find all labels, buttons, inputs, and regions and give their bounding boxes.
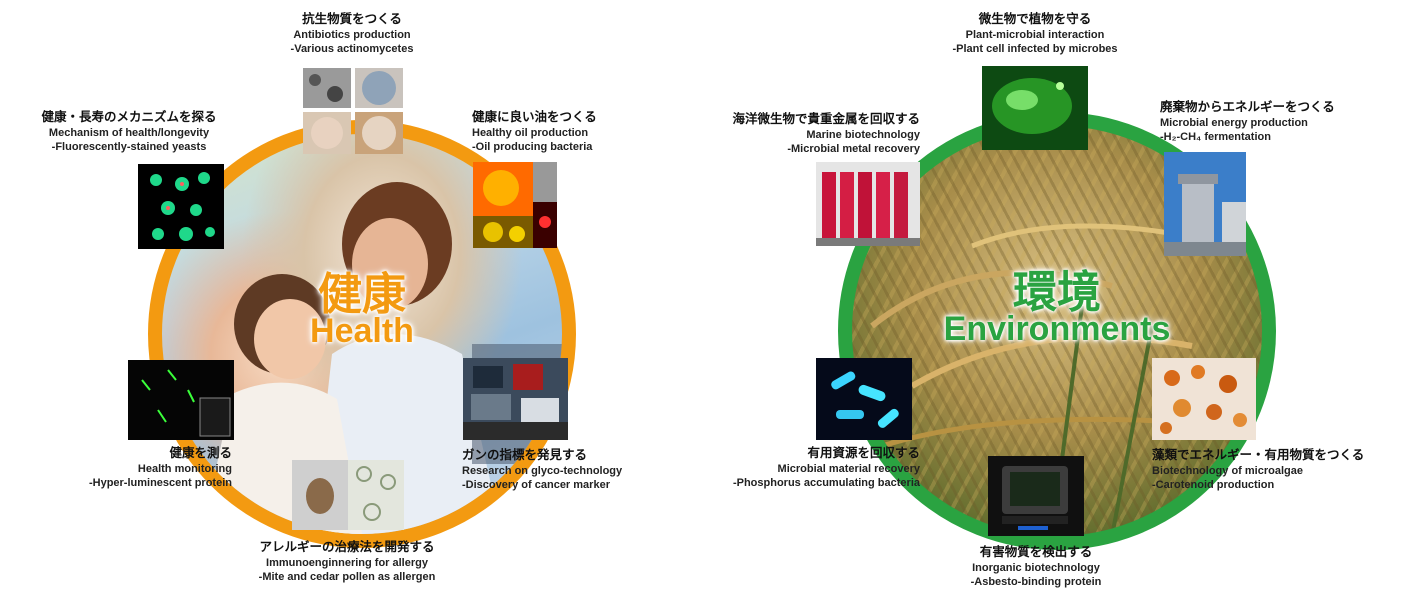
fermentation-plant-image: [1164, 152, 1246, 256]
item-title-jp: 有用資源を回収する: [807, 446, 920, 460]
env-item-plant-microbe: 微生物で植物を守る Plant-microbial interaction -P…: [910, 12, 1160, 56]
item-subtitle-en: -Asbesto-binding protein: [970, 576, 1102, 588]
item-subtitle-en: -H₂-CH₄ fermentation: [1160, 131, 1271, 143]
microalgae-image: [1152, 358, 1256, 440]
environments-title-jp: 環境: [1013, 268, 1101, 317]
item-title-en: Microbial energy production: [1160, 117, 1308, 129]
oil-bacteria-image: [473, 162, 557, 248]
phosphorus-bacteria-image: [816, 358, 912, 440]
env-item-detection: 有害物質を検出する Inorganic biotechnology -Asbes…: [926, 545, 1146, 589]
item-subtitle-en: -Mite and cedar pollen as allergen: [258, 571, 436, 583]
item-subtitle-en: -Plant cell infected by microbes: [952, 43, 1118, 55]
health-panel: 健康 Health: [0, 0, 700, 587]
item-title-en: Healthy oil production: [472, 127, 589, 139]
item-title-en: Biotechnology of microalgae: [1152, 465, 1303, 477]
health-item-longevity: 健康・長寿のメカニズムを探る Mechanism of health/longe…: [14, 110, 244, 154]
item-title-jp: 海洋微生物で貴重金属を回収する: [732, 112, 920, 126]
environments-panel: 環境 Environments: [700, 0, 1416, 589]
environments-title-en: Environments: [943, 310, 1171, 348]
detection-device-image: [988, 456, 1084, 536]
health-item-monitoring: 健康を測る Health monitoring -Hyper-luminesce…: [89, 446, 232, 490]
item-subtitle-en: -Oil producing bacteria: [472, 141, 593, 153]
item-title-en: Research on glyco-technology: [462, 465, 623, 477]
health-item-cancer-marker: ガンの指標を発見する Research on glyco-technology …: [462, 448, 622, 492]
health-item-antibiotics: 抗生物質をつくる Antibiotics production -Various…: [262, 12, 442, 56]
env-item-resource-recovery: 有用資源を回収する Microbial material recovery -P…: [733, 446, 920, 490]
item-title-en: Inorganic biotechnology: [972, 562, 1100, 574]
health-item-oil: 健康に良い油をつくる Healthy oil production -Oil p…: [472, 110, 597, 154]
item-title-jp: ガンの指標を発見する: [462, 448, 588, 462]
item-subtitle-en: -Carotenoid production: [1152, 479, 1275, 491]
item-title-en: Mechanism of health/longevity: [48, 127, 210, 139]
item-title-jp: 健康に良い油をつくる: [472, 110, 597, 124]
item-title-jp: 藻類でエネルギー・有用物質をつくる: [1152, 448, 1365, 462]
item-title-jp: 健康を測る: [169, 446, 232, 460]
item-title-jp: 健康・長寿のメカニズムを探る: [41, 110, 217, 124]
item-subtitle-en: -Various actinomycetes: [290, 43, 414, 55]
marine-tanks-image: [816, 162, 920, 246]
plant-microbe-image: [982, 66, 1088, 150]
item-title-jp: 微生物で植物を守る: [978, 12, 1092, 26]
item-subtitle-en: -Phosphorus accumulating bacteria: [732, 477, 920, 489]
antibiotics-image: [303, 68, 403, 154]
health-title-en: Health: [310, 312, 414, 350]
item-subtitle-en: -Hyper-luminescent protein: [88, 477, 232, 489]
allergen-image: [292, 460, 404, 530]
health-title-jp: 健康: [318, 270, 406, 319]
item-subtitle-en: -Fluorescently-stained yeasts: [51, 141, 207, 153]
item-title-jp: 有害物質を検出する: [979, 545, 1093, 559]
glyco-research-image: [463, 358, 568, 440]
item-subtitle-en: -Discovery of cancer marker: [462, 479, 610, 491]
item-subtitle-en: -Microbial metal recovery: [787, 143, 920, 155]
health-item-allergy: アレルギーの治療法を開発する Immunoenginnering for all…: [232, 540, 462, 584]
item-title-en: Plant-microbial interaction: [965, 29, 1105, 41]
env-item-microalgae: 藻類でエネルギー・有用物質をつくる Biotechnology of micro…: [1152, 448, 1364, 492]
item-title-en: Antibiotics production: [293, 29, 411, 41]
item-title-jp: 廃棄物からエネルギーをつくる: [1160, 100, 1335, 114]
item-title-en: Marine biotechnology: [806, 129, 920, 141]
luminescent-protein-image: [128, 360, 234, 440]
env-item-energy: 廃棄物からエネルギーをつくる Microbial energy producti…: [1160, 100, 1335, 144]
item-title-en: Microbial material recovery: [777, 463, 920, 475]
yeast-image: [138, 164, 224, 249]
item-title-en: Health monitoring: [137, 463, 232, 475]
item-title-jp: アレルギーの治療法を開発する: [259, 540, 435, 554]
item-title-jp: 抗生物質をつくる: [302, 12, 402, 26]
item-title-en: Immunoenginnering for allergy: [266, 557, 428, 569]
env-item-marine-metal: 海洋微生物で貴重金属を回収する Marine biotechnology -Mi…: [732, 112, 920, 156]
